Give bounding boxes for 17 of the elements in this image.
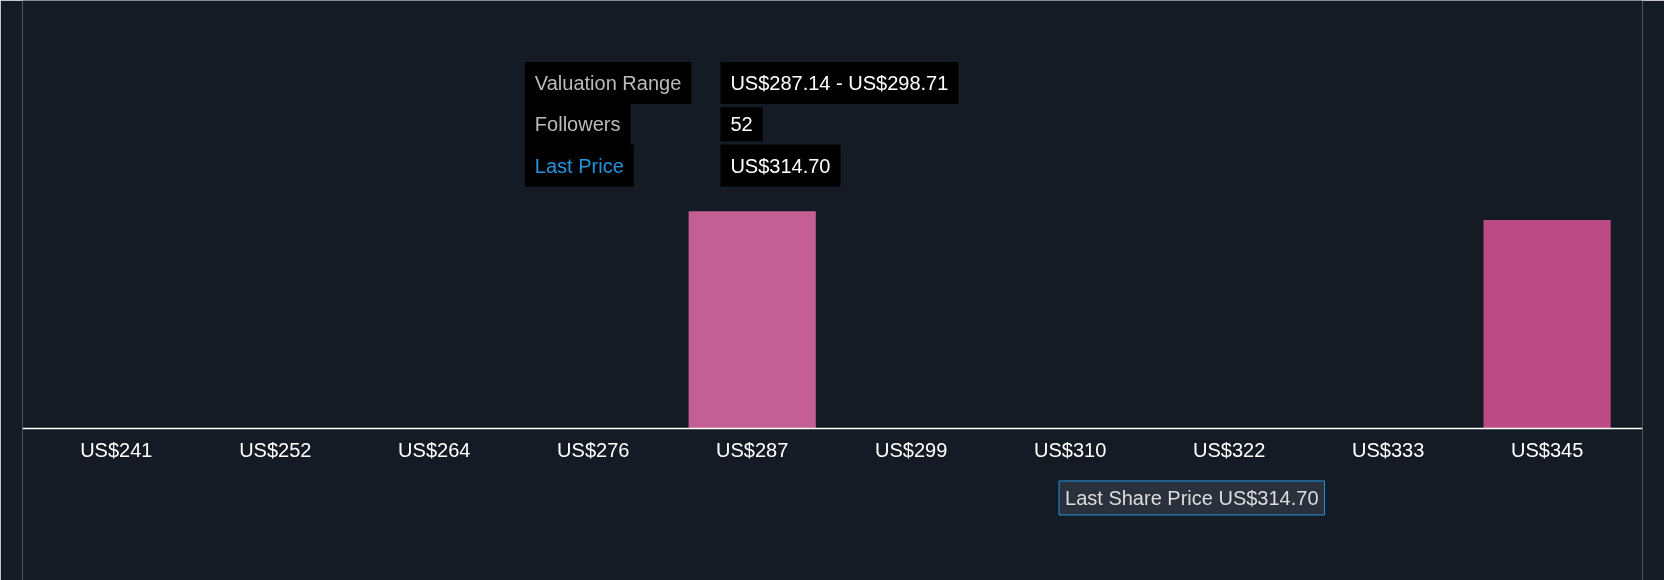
x-tick-label: US$264 — [398, 439, 471, 462]
x-tick-label: US$252 — [239, 439, 312, 462]
text: Last Price — [534, 154, 624, 177]
text: US$314.70 — [730, 154, 831, 177]
x-tick-label: US$241 — [80, 439, 153, 462]
x-tick-label: US$287 — [716, 439, 789, 462]
x-tick-label: US$299 — [875, 439, 948, 462]
text: Valuation Range — [534, 72, 682, 95]
x-tick-label: US$322 — [1193, 439, 1266, 462]
x-tick-label: US$333 — [1352, 439, 1425, 462]
x-tick-label: US$310 — [1034, 439, 1107, 462]
x-tick-label: US$345 — [1510, 439, 1584, 462]
text: 52 — [730, 113, 753, 136]
text: US$287.14 - US$298.71 — [730, 72, 949, 95]
text: Last Share Price US$314.70 — [1065, 486, 1319, 509]
text: Followers — [534, 113, 621, 136]
x-tick-label: US$276 — [557, 439, 630, 462]
